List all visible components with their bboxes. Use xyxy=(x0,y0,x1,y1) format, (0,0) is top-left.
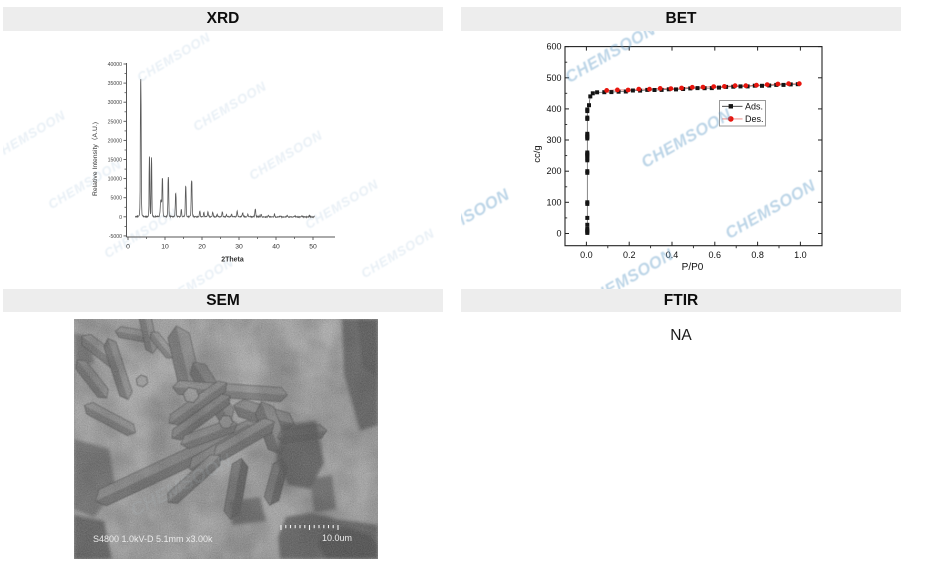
svg-text:0.8: 0.8 xyxy=(751,250,764,260)
svg-text:2Theta: 2Theta xyxy=(221,257,244,264)
svg-text:CHEMSOON: CHEMSOON xyxy=(45,156,124,212)
svg-text:40000: 40000 xyxy=(108,62,123,68)
svg-text:0.4: 0.4 xyxy=(666,250,679,260)
svg-text:600: 600 xyxy=(546,42,561,52)
svg-text:300: 300 xyxy=(546,135,561,145)
svg-text:S4800 1.0kV-D 5.1mm x3.00k: S4800 1.0kV-D 5.1mm x3.00k xyxy=(93,534,213,544)
svg-text:CHEMSOON: CHEMSOON xyxy=(302,176,381,232)
svg-text:0: 0 xyxy=(119,215,122,221)
svg-text:500: 500 xyxy=(546,73,561,83)
svg-text:0: 0 xyxy=(556,229,561,239)
svg-text:CHEMSOON: CHEMSOON xyxy=(246,127,325,183)
svg-text:0: 0 xyxy=(126,244,130,251)
svg-text:CHEMSOON: CHEMSOON xyxy=(722,176,819,242)
svg-text:Des.: Des. xyxy=(745,114,764,124)
svg-text:200: 200 xyxy=(546,166,561,176)
svg-text:CHEMSOON: CHEMSOON xyxy=(461,185,513,251)
svg-text:25000: 25000 xyxy=(108,119,123,125)
svg-text:5000: 5000 xyxy=(110,196,122,202)
svg-text:30000: 30000 xyxy=(108,100,123,106)
svg-text:10000: 10000 xyxy=(108,177,123,183)
svg-text:cc/g: cc/g xyxy=(532,145,543,162)
svg-text:15000: 15000 xyxy=(108,158,123,164)
svg-text:0.6: 0.6 xyxy=(709,250,722,260)
svg-text:CHEMSOON: CHEMSOON xyxy=(3,107,68,163)
svg-text:30: 30 xyxy=(235,244,243,251)
svg-text:CHEMSOON: CHEMSOON xyxy=(638,105,735,171)
svg-text:0.2: 0.2 xyxy=(623,250,636,260)
svg-text:10.0um: 10.0um xyxy=(322,533,352,543)
svg-text:CHEMSOON: CHEMSOON xyxy=(134,31,213,85)
svg-text:Ads.: Ads. xyxy=(745,102,763,112)
svg-text:400: 400 xyxy=(546,104,561,114)
svg-text:1.0: 1.0 xyxy=(794,250,807,260)
svg-text:Relative Intensity（A.U.): Relative Intensity（A.U.) xyxy=(91,122,99,196)
svg-text:CHEMSOON: CHEMSOON xyxy=(562,31,659,87)
svg-text:10: 10 xyxy=(161,244,169,251)
svg-text:20000: 20000 xyxy=(108,138,123,144)
svg-text:CHEMSOON: CHEMSOON xyxy=(358,225,437,281)
svg-text:100: 100 xyxy=(546,197,561,207)
svg-text:0.0: 0.0 xyxy=(580,250,593,260)
svg-text:20: 20 xyxy=(198,244,206,251)
svg-text:50: 50 xyxy=(309,244,317,251)
svg-text:35000: 35000 xyxy=(108,81,123,87)
svg-text:P/P0: P/P0 xyxy=(682,262,704,273)
svg-text:-5000: -5000 xyxy=(109,234,122,240)
svg-text:40: 40 xyxy=(272,244,280,251)
svg-text:CHEMSOON: CHEMSOON xyxy=(190,78,269,134)
